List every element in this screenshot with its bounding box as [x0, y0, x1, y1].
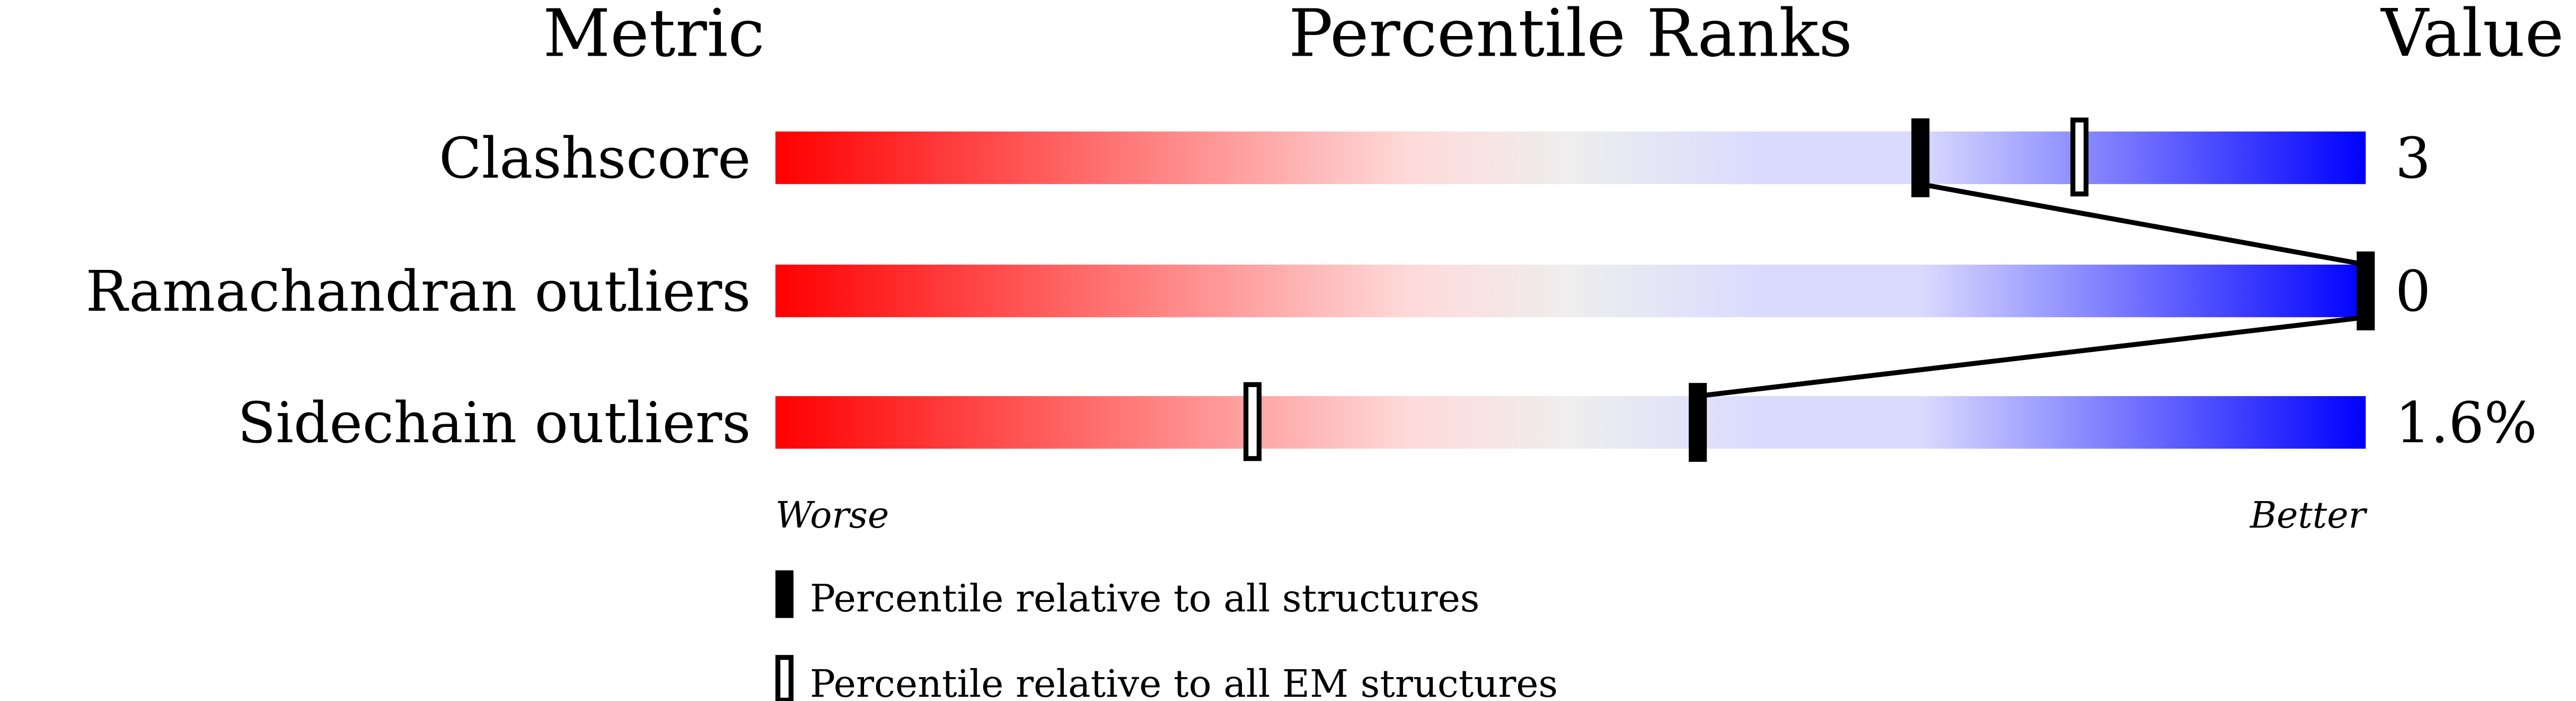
metric-label: Ramachandran outliers: [86, 259, 751, 324]
legend-label-em: Percentile relative to all EM structures: [810, 662, 1558, 701]
metric-value: 0: [2395, 259, 2431, 324]
legend-label-all: Percentile relative to all structures: [810, 576, 1479, 620]
metric-label: Clashscore: [439, 126, 751, 191]
percentile-bar: [775, 265, 2366, 318]
metric-label: Sidechain outliers: [237, 390, 751, 455]
em-percentile-marker: [1243, 382, 1262, 461]
metric-value: 3: [2395, 126, 2431, 191]
legend-filled-marker: [775, 570, 794, 618]
all-percentile-marker: [1689, 383, 1707, 462]
all-percentile-marker: [2357, 251, 2375, 331]
header-metric: Metric: [543, 0, 764, 72]
em-percentile-marker: [2070, 117, 2089, 197]
header-value: Value: [2380, 0, 2564, 72]
header-percentile-ranks: Percentile Ranks: [1289, 0, 1852, 72]
axis-worse-label: Worse: [775, 495, 889, 537]
percentile-bar: [775, 131, 2366, 185]
legend-open-marker: [775, 655, 794, 701]
percentile-link-line: [1697, 314, 2366, 399]
all-percentile-marker: [1911, 118, 1930, 197]
metric-value: 1.6%: [2395, 390, 2537, 455]
axis-better-label: Better: [2249, 495, 2368, 537]
percentile-bar: [775, 396, 2366, 449]
percentile-link-line: [1920, 181, 2367, 267]
